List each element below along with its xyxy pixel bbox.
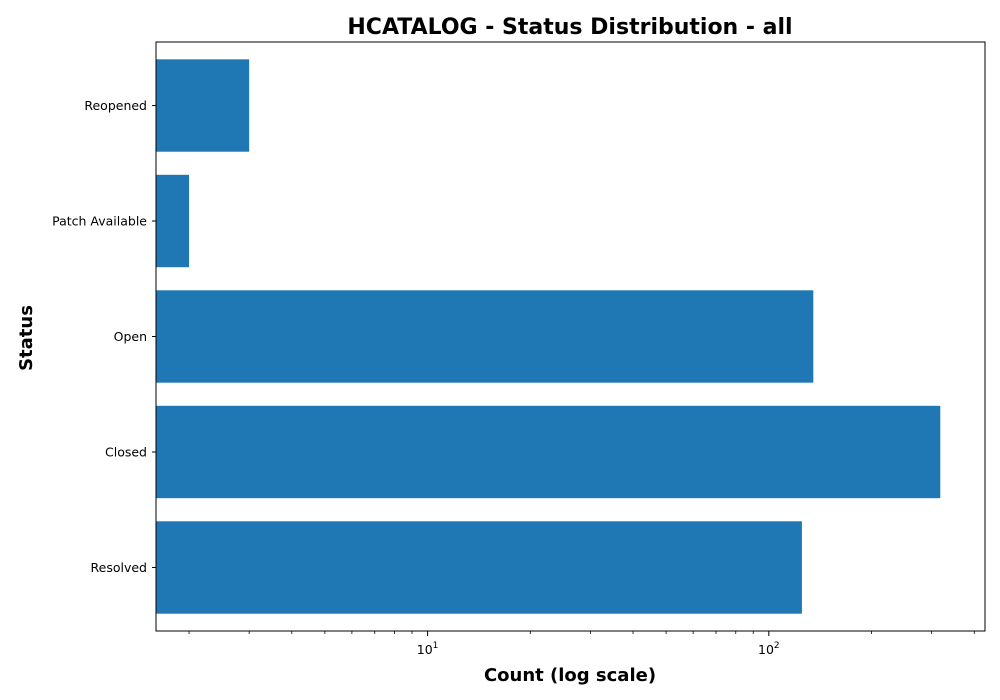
y-tick-label: Closed — [105, 444, 147, 459]
bars-layer — [156, 59, 941, 614]
ticks-layer: Resolved Closed Open Patch Available Reopene… — [52, 98, 975, 657]
y-tick-label: Open — [114, 329, 147, 344]
y-tick-label: Patch Available — [52, 214, 147, 229]
chart-title: HCATALOG - Status Distribution - all — [347, 15, 792, 40]
bar-open — [156, 290, 814, 383]
y-tick-label: Reopened — [84, 98, 147, 113]
x-tick-label: 101 — [417, 641, 439, 657]
y-axis-title: Status — [16, 305, 37, 371]
bar-reopened — [156, 59, 250, 152]
x-tick-label: 102 — [758, 641, 780, 657]
bar-patch-available — [156, 174, 190, 268]
x-axis-title: Count (log scale) — [484, 665, 656, 686]
bar-closed — [156, 405, 941, 499]
y-tick-label: Resolved — [91, 560, 147, 575]
plot-area-frame — [155, 41, 986, 632]
bar-resolved — [156, 521, 802, 614]
